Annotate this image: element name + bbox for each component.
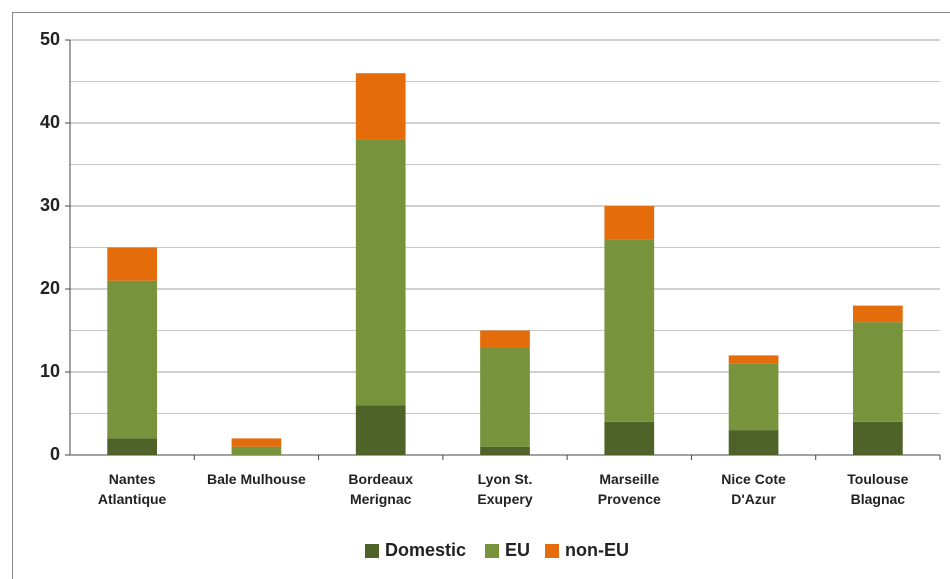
legend-swatch — [485, 544, 499, 558]
x-tick-label: Toulouse Blagnac — [847, 471, 909, 507]
bar-segment — [355, 139, 406, 406]
x-tick-label: Lyon St. Exupery — [477, 471, 533, 507]
bar-segment — [728, 363, 779, 431]
bar-segment — [480, 347, 530, 447]
y-tick-label: 0 — [50, 444, 60, 464]
x-tick-label: Nantes Atlantique — [97, 471, 167, 507]
legend-label: non-EU — [565, 540, 629, 560]
x-tick-label: Marseille Provence — [597, 471, 661, 507]
bar-segment — [604, 239, 655, 422]
bar-segment — [853, 322, 903, 422]
bar-segment — [107, 438, 157, 455]
bar-segment — [355, 73, 406, 140]
x-tick-label: Bale Mulhouse — [207, 471, 306, 487]
bar-segment — [480, 330, 530, 348]
bar-segment — [231, 438, 282, 447]
bar-segment — [853, 421, 903, 455]
bar-segment — [728, 430, 779, 455]
legend-swatch — [545, 544, 559, 558]
bar-segment — [728, 355, 779, 364]
legend-label: EU — [505, 540, 530, 560]
bar-segment — [853, 305, 903, 323]
bar-segment — [604, 421, 655, 455]
bar-segment — [355, 405, 406, 455]
x-tick-label: Bordeaux Merignac — [348, 471, 413, 507]
y-tick-label: 30 — [40, 195, 60, 215]
bar-segment — [480, 446, 530, 455]
y-tick-label: 10 — [40, 361, 60, 381]
x-tick-label: Nice Cote D'Azur — [721, 471, 786, 507]
bar-segment — [107, 247, 157, 281]
y-tick-label: 40 — [40, 112, 60, 132]
y-tick-label: 50 — [40, 29, 60, 49]
bar-segment — [604, 206, 655, 240]
bar-segment — [107, 280, 157, 439]
legend-swatch — [365, 544, 379, 558]
chart-border — [12, 12, 950, 579]
y-tick-label: 20 — [40, 278, 60, 298]
bar-segment — [231, 446, 282, 455]
legend-label: Domestic — [385, 540, 466, 560]
